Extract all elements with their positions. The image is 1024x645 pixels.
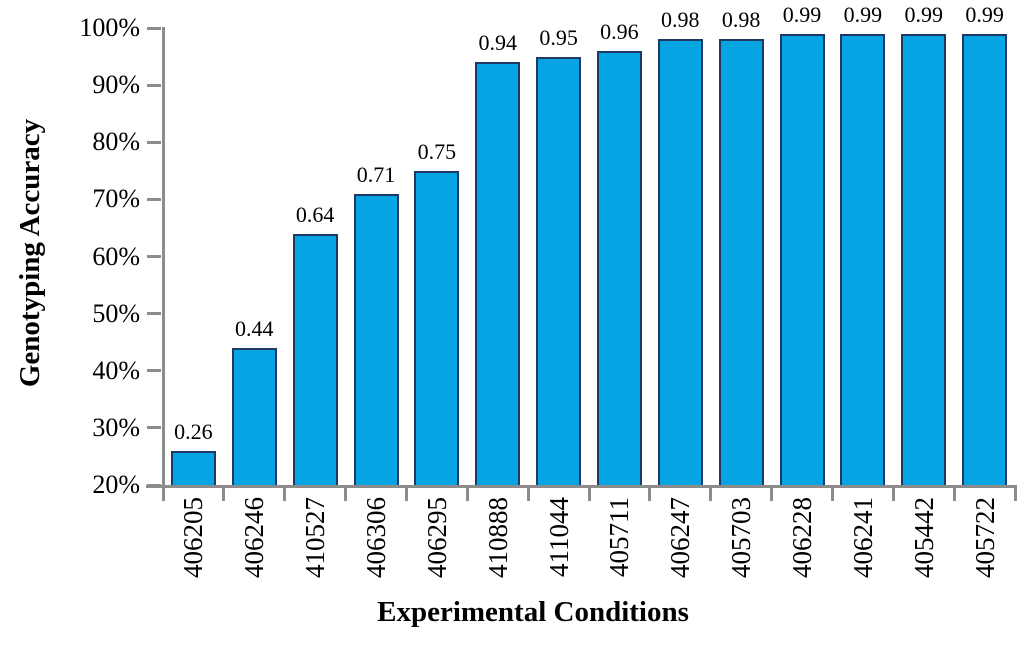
x-tick-label: 411044 [543, 497, 574, 577]
x-tick-mark [526, 485, 530, 501]
y-tick-mark [147, 197, 161, 201]
x-tick-label: 406205 [178, 497, 209, 578]
bar [414, 170, 460, 485]
bar-value-label: 0.98 [721, 7, 761, 33]
bar [840, 33, 886, 485]
bar [475, 62, 521, 485]
y-tick-mark [147, 26, 161, 30]
y-tick-label: 80% [92, 127, 140, 157]
y-tick-mark [147, 140, 161, 144]
x-tick-label: 406295 [421, 497, 452, 578]
x-tick-label: 406241 [847, 497, 878, 578]
x-tick-label: 406246 [239, 497, 270, 578]
y-tick-mark [147, 312, 161, 316]
bar [901, 33, 947, 485]
bar [536, 56, 582, 485]
x-tick-mark [161, 485, 165, 501]
bar-value-label: 0.99 [782, 1, 822, 27]
bar-value-label: 0.98 [661, 7, 700, 33]
bar [292, 233, 338, 485]
y-tick-label: 90% [92, 70, 140, 100]
y-axis-line [161, 26, 165, 488]
x-tick-label: 406247 [665, 497, 696, 578]
x-tick-label: 405703 [726, 497, 757, 578]
y-tick-label: 100% [79, 13, 140, 42]
x-tick-label: 406228 [787, 497, 817, 578]
y-tick-label: 50% [92, 298, 140, 328]
bar-value-label: 0.99 [843, 1, 883, 27]
x-tick-mark [404, 485, 408, 501]
y-axis-title: Genotyping Accuracy [14, 118, 46, 388]
x-tick-label: 405711 [604, 497, 635, 577]
x-tick-mark [648, 485, 652, 501]
bar [170, 450, 216, 485]
x-tick-mark [222, 485, 226, 501]
x-tick-label: 405442 [908, 497, 939, 578]
y-tick-mark [147, 369, 161, 373]
x-tick-label: 406306 [361, 497, 391, 578]
plot-area: 20% 30% 40% 50% 60% 70% 80% 90% 100% 0.26 406205 0.… [79, 2, 1017, 578]
bar-value-label: 0.44 [235, 315, 274, 341]
x-tick-label: 410888 [482, 497, 513, 578]
bar [231, 347, 277, 485]
x-tick-mark [465, 485, 469, 501]
x-tick-mark [891, 485, 895, 501]
bar-value-label: 0.71 [356, 161, 396, 187]
y-tick-label: 20% [92, 470, 140, 499]
bar-value-label: 0.26 [174, 418, 213, 444]
bar-value-label: 0.96 [600, 18, 639, 44]
bar-value-label: 0.75 [417, 138, 457, 164]
bar [596, 50, 642, 485]
x-tick-mark [344, 485, 348, 501]
x-tick-mark [952, 485, 956, 501]
bar-value-label: 0.95 [539, 24, 578, 50]
x-tick-mark [770, 485, 774, 501]
x-tick-label: 410527 [300, 497, 331, 578]
bar [962, 33, 1008, 485]
y-tick-mark [147, 426, 161, 430]
bar [779, 33, 825, 485]
y-tick-label: 70% [92, 184, 140, 214]
bar-value-label: 0.64 [295, 201, 335, 227]
y-tick-mark [147, 255, 161, 258]
y-tick-label: 40% [92, 355, 140, 385]
bar-value-label: 0.99 [965, 1, 1004, 27]
x-tick-mark [830, 485, 834, 501]
y-tick-label: 30% [92, 412, 140, 442]
bar-value-label: 0.94 [478, 30, 517, 56]
x-tick-mark [283, 485, 287, 501]
x-axis-title: Experimental Conditions [377, 596, 689, 628]
y-tick-label: 60% [92, 241, 140, 271]
x-tick-mark [709, 485, 713, 501]
x-tick-mark [1013, 485, 1017, 501]
bar [657, 39, 703, 485]
x-tick-label: 405722 [969, 497, 1000, 578]
y-tick-mark [147, 83, 161, 87]
bar [718, 39, 764, 485]
bar-value-label: 0.99 [904, 1, 943, 27]
x-tick-mark [587, 485, 591, 501]
x-axis-line [146, 485, 1017, 488]
bar [353, 193, 399, 485]
y-tick-mark [147, 483, 161, 487]
